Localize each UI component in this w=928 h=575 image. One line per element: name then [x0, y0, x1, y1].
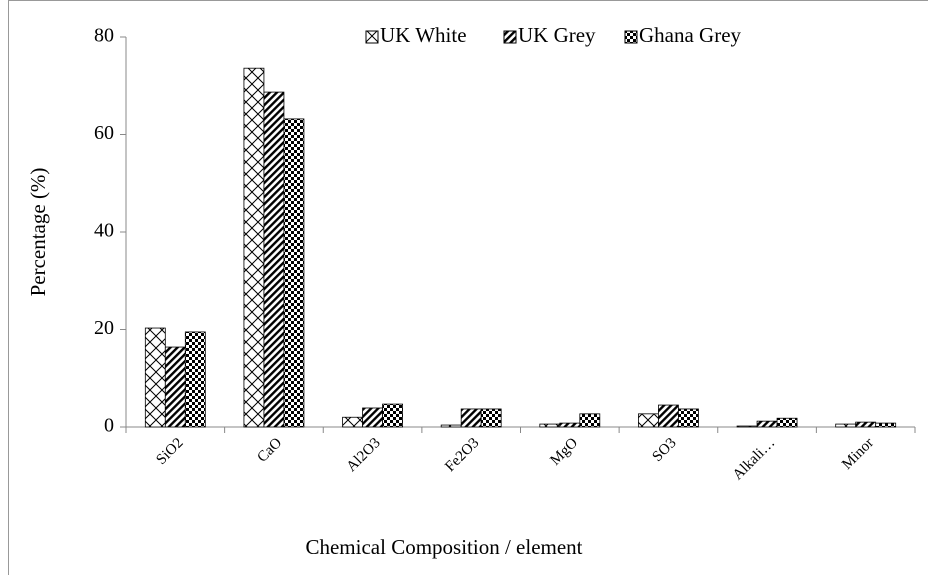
x-axis-title: Chemical Composition / element	[305, 535, 582, 559]
bar	[184, 331, 206, 428]
y-tick-label: 20	[94, 317, 114, 339]
bar	[638, 413, 659, 428]
legend-swatch	[365, 30, 379, 44]
bar	[835, 423, 857, 428]
bar	[460, 408, 482, 428]
bar	[875, 422, 897, 428]
bar	[164, 346, 186, 428]
x-tick-label: MgO	[547, 435, 581, 469]
y-tick-label: 80	[94, 25, 114, 47]
legend-swatch	[503, 30, 517, 44]
legend-swatch	[624, 30, 638, 44]
x-tick-label: Alkali…	[730, 435, 778, 483]
legend-label: Ghana Grey	[639, 23, 742, 47]
bar	[776, 417, 798, 428]
x-tick-label: SiO2	[153, 435, 186, 468]
bar	[283, 118, 305, 428]
y-axis-title: Percentage (%)	[26, 168, 50, 297]
x-tick-label: Al2O3	[344, 435, 384, 475]
bar	[579, 413, 601, 428]
y-tick-label: 60	[94, 122, 114, 144]
bar	[559, 422, 581, 428]
y-tick-label: 0	[104, 415, 114, 437]
bar	[144, 327, 166, 428]
bar	[678, 408, 699, 428]
bar	[480, 408, 502, 428]
bar	[440, 424, 462, 428]
y-tick-label: 40	[94, 220, 114, 242]
bar	[658, 404, 679, 428]
bar	[263, 91, 285, 428]
bar	[736, 425, 758, 428]
bar	[756, 420, 778, 428]
x-tick-label: CaO	[254, 435, 285, 466]
x-tick-label: Minor	[839, 435, 877, 473]
x-tick-label: SO3	[650, 435, 680, 465]
bar	[539, 423, 561, 428]
bar	[362, 407, 383, 428]
legend-label: UK Grey	[518, 23, 596, 47]
legend-label: UK White	[380, 23, 467, 47]
bar	[243, 67, 265, 428]
bar	[382, 403, 403, 428]
frame	[8, 0, 928, 575]
bar	[342, 416, 363, 428]
x-tick-label: Fe2O3	[442, 435, 482, 475]
bar	[855, 421, 877, 428]
